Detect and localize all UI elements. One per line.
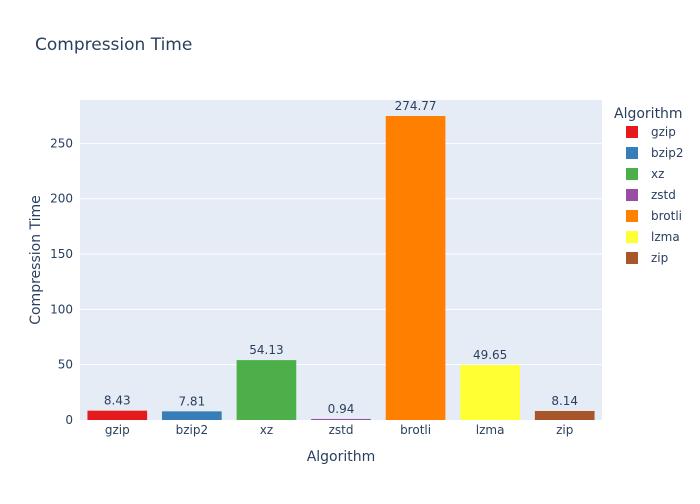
legend-title: Algorithm — [614, 106, 683, 122]
bar-gzip — [87, 410, 148, 420]
data-label-lzma: 49.65 — [473, 348, 507, 362]
legend-swatch-gzip — [626, 126, 638, 138]
legend-swatch-bzip2 — [626, 147, 638, 159]
x-axis-title: Algorithm — [307, 449, 376, 465]
legend-label-zip: zip — [651, 251, 668, 265]
legend-label-brotli: brotli — [651, 209, 682, 223]
chart-title: Compression Time — [35, 35, 192, 55]
legend-swatch-zip — [626, 252, 638, 264]
data-label-xz: 54.13 — [249, 343, 283, 357]
gridlines — [80, 142, 602, 366]
legend-label-gzip: gzip — [651, 125, 676, 139]
x-tick-label-zstd: zstd — [329, 423, 354, 437]
legend-swatch-brotli — [626, 210, 638, 222]
bar-zip — [534, 410, 595, 420]
bar-lzma — [460, 365, 520, 420]
bar-brotli — [385, 115, 446, 420]
legend: Algorithm gzip bzip2 xz zstd brotli lzma zip — [614, 106, 684, 265]
x-tick-label-xz: xz — [260, 423, 273, 437]
bar-xz — [236, 360, 297, 420]
y-tick-label-50: 50 — [58, 358, 73, 372]
legend-label-lzma: lzma — [651, 230, 680, 244]
x-tick-label-brotli: brotli — [400, 423, 431, 437]
data-label-bzip2: 7.81 — [178, 394, 205, 408]
legend-items: gzip bzip2 xz zstd brotli lzma zip — [626, 125, 684, 265]
x-axis-ticks: gzip bzip2 xz zstd brotli lzma zip — [105, 423, 573, 437]
y-axis-ticks: 0 50 100 150 200 250 — [50, 136, 73, 427]
bars — [87, 115, 595, 420]
y-tick-label-200: 200 — [50, 192, 73, 206]
data-label-brotli: 274.77 — [395, 99, 437, 113]
data-label-zip: 8.14 — [551, 394, 578, 408]
y-tick-label-0: 0 — [65, 413, 73, 427]
x-tick-label-bzip2: bzip2 — [176, 423, 209, 437]
x-tick-label-gzip: gzip — [105, 423, 130, 437]
bar-zstd — [311, 418, 371, 420]
plot-area — [80, 100, 602, 420]
data-label-zstd: 0.94 — [328, 402, 355, 416]
legend-swatch-zstd — [626, 189, 638, 201]
y-tick-label-100: 100 — [50, 302, 73, 316]
legend-label-zstd: zstd — [651, 188, 676, 202]
legend-swatch-xz — [626, 168, 638, 180]
bar-bzip2 — [162, 411, 222, 420]
y-tick-label-150: 150 — [50, 247, 73, 261]
legend-label-xz: xz — [651, 167, 664, 181]
x-tick-label-zip: zip — [556, 423, 573, 437]
data-labels: 8.43 7.81 54.13 0.94 274.77 49.65 8.14 — [104, 99, 578, 416]
y-axis-title: Compression Time — [28, 195, 44, 325]
data-label-gzip: 8.43 — [104, 394, 131, 408]
legend-swatch-lzma — [626, 231, 638, 243]
legend-label-bzip2: bzip2 — [651, 146, 684, 160]
x-tick-label-lzma: lzma — [476, 423, 505, 437]
y-tick-label-250: 250 — [50, 136, 73, 150]
